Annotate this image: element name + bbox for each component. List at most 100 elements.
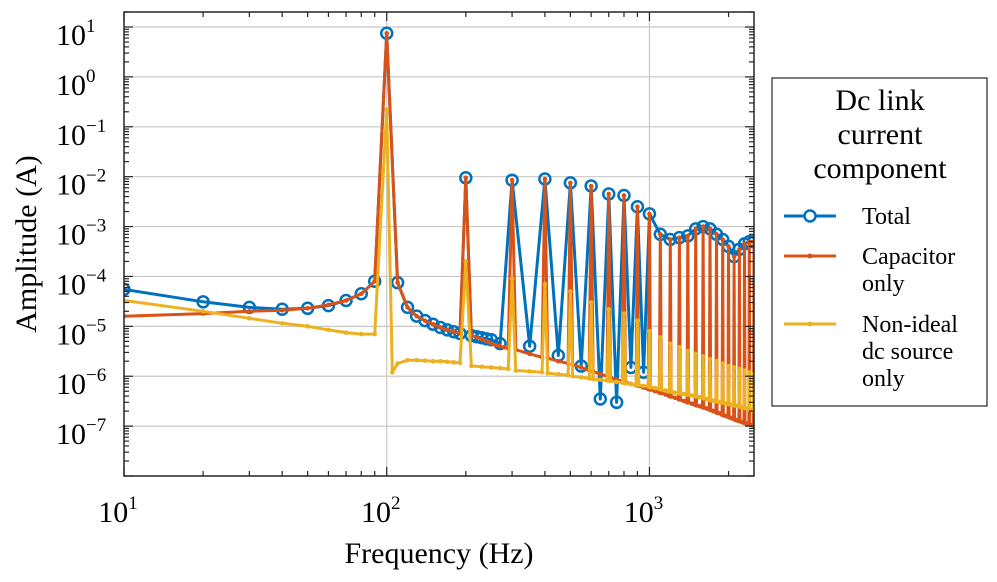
legend-swatch-marker [807,253,813,259]
data-point [677,235,682,240]
data-point [279,321,285,326]
legend: Dc link current component Total Capacitor onl… [771,77,988,407]
data-point [196,295,210,309]
data-point [414,357,419,363]
data-point [395,280,400,285]
data-point [405,357,410,363]
legend-entry-label: Non-ideal dc source only [862,312,958,392]
data-point [597,371,603,377]
legend-box [771,77,988,407]
data-point [488,365,494,370]
y-tick-label: 10−6 [56,365,106,401]
data-point [568,180,573,186]
data-point [457,360,463,366]
y-axis-label: Amplitude (A) [10,155,43,332]
data-point [659,387,664,392]
data-point [438,358,443,364]
data-point [343,298,349,303]
x-tick-labels: 101 102 103 [98,493,663,529]
data-point [469,363,474,369]
data-point [636,382,641,388]
data-point [623,381,628,386]
data-point [726,363,731,369]
data-point [714,231,719,237]
data-point [635,204,640,210]
data-point [667,341,673,346]
series-non-ideal-dc-source-only [124,107,754,413]
data-point [693,226,699,232]
data-point [608,378,613,384]
data-point [505,366,511,372]
data-point [542,176,548,182]
data-point [614,379,619,385]
data-point [737,366,742,372]
data-point [714,358,719,364]
legend-swatch-marker [807,321,813,327]
data-point [422,358,428,363]
data-point [305,324,310,329]
data-point [659,390,664,396]
data-point [578,375,584,380]
data-point [588,183,594,189]
data-point [484,339,489,344]
data-point [501,345,507,350]
data-point [556,358,561,364]
data-point [358,331,364,337]
data-point [444,359,450,365]
data-point [488,341,494,346]
x-tick-label: 103 [624,493,664,529]
data-point [433,320,448,335]
data-point [647,211,652,217]
data-point [358,291,364,297]
data-point [606,191,612,197]
data-point [444,327,450,333]
data-point [658,335,663,340]
legend-swatch-marker [803,209,817,223]
y-tick-label: 10−5 [56,315,106,351]
data-point [463,175,469,181]
data-point [726,244,731,249]
data-point [635,318,640,323]
data-point [354,287,369,301]
series-line [124,31,754,428]
data-point [542,281,548,287]
data-point [247,309,252,314]
data-point [693,351,699,357]
data-point [326,302,331,308]
data-point [641,383,646,389]
data-point [570,373,575,379]
data-point [668,394,674,399]
data-point [405,305,410,310]
data-point [747,369,752,375]
data-point [597,377,603,383]
data-point [647,328,652,334]
data-point [590,376,596,382]
data-point [700,354,706,359]
data-point [720,237,725,242]
data-point [742,368,747,373]
data-point [414,313,419,319]
data-point [545,370,551,376]
data-point [527,351,532,357]
data-point [707,226,713,232]
data-point [372,278,378,284]
data-point [685,233,691,239]
data-point [422,318,428,323]
data-point [668,389,674,394]
data-point [667,237,673,242]
data-point [479,336,485,342]
legend-entry-label: Capacitor only [862,244,955,297]
y-tick-label: 100 [56,66,96,102]
data-point [497,343,503,349]
data-point [493,342,499,348]
data-point [731,365,737,370]
data-point [586,376,592,381]
data-point [621,193,627,198]
data-point [588,300,594,305]
data-point [372,331,378,337]
data-point [737,247,742,252]
data-point [700,224,706,229]
data-point [652,388,658,394]
data-point [672,390,678,395]
